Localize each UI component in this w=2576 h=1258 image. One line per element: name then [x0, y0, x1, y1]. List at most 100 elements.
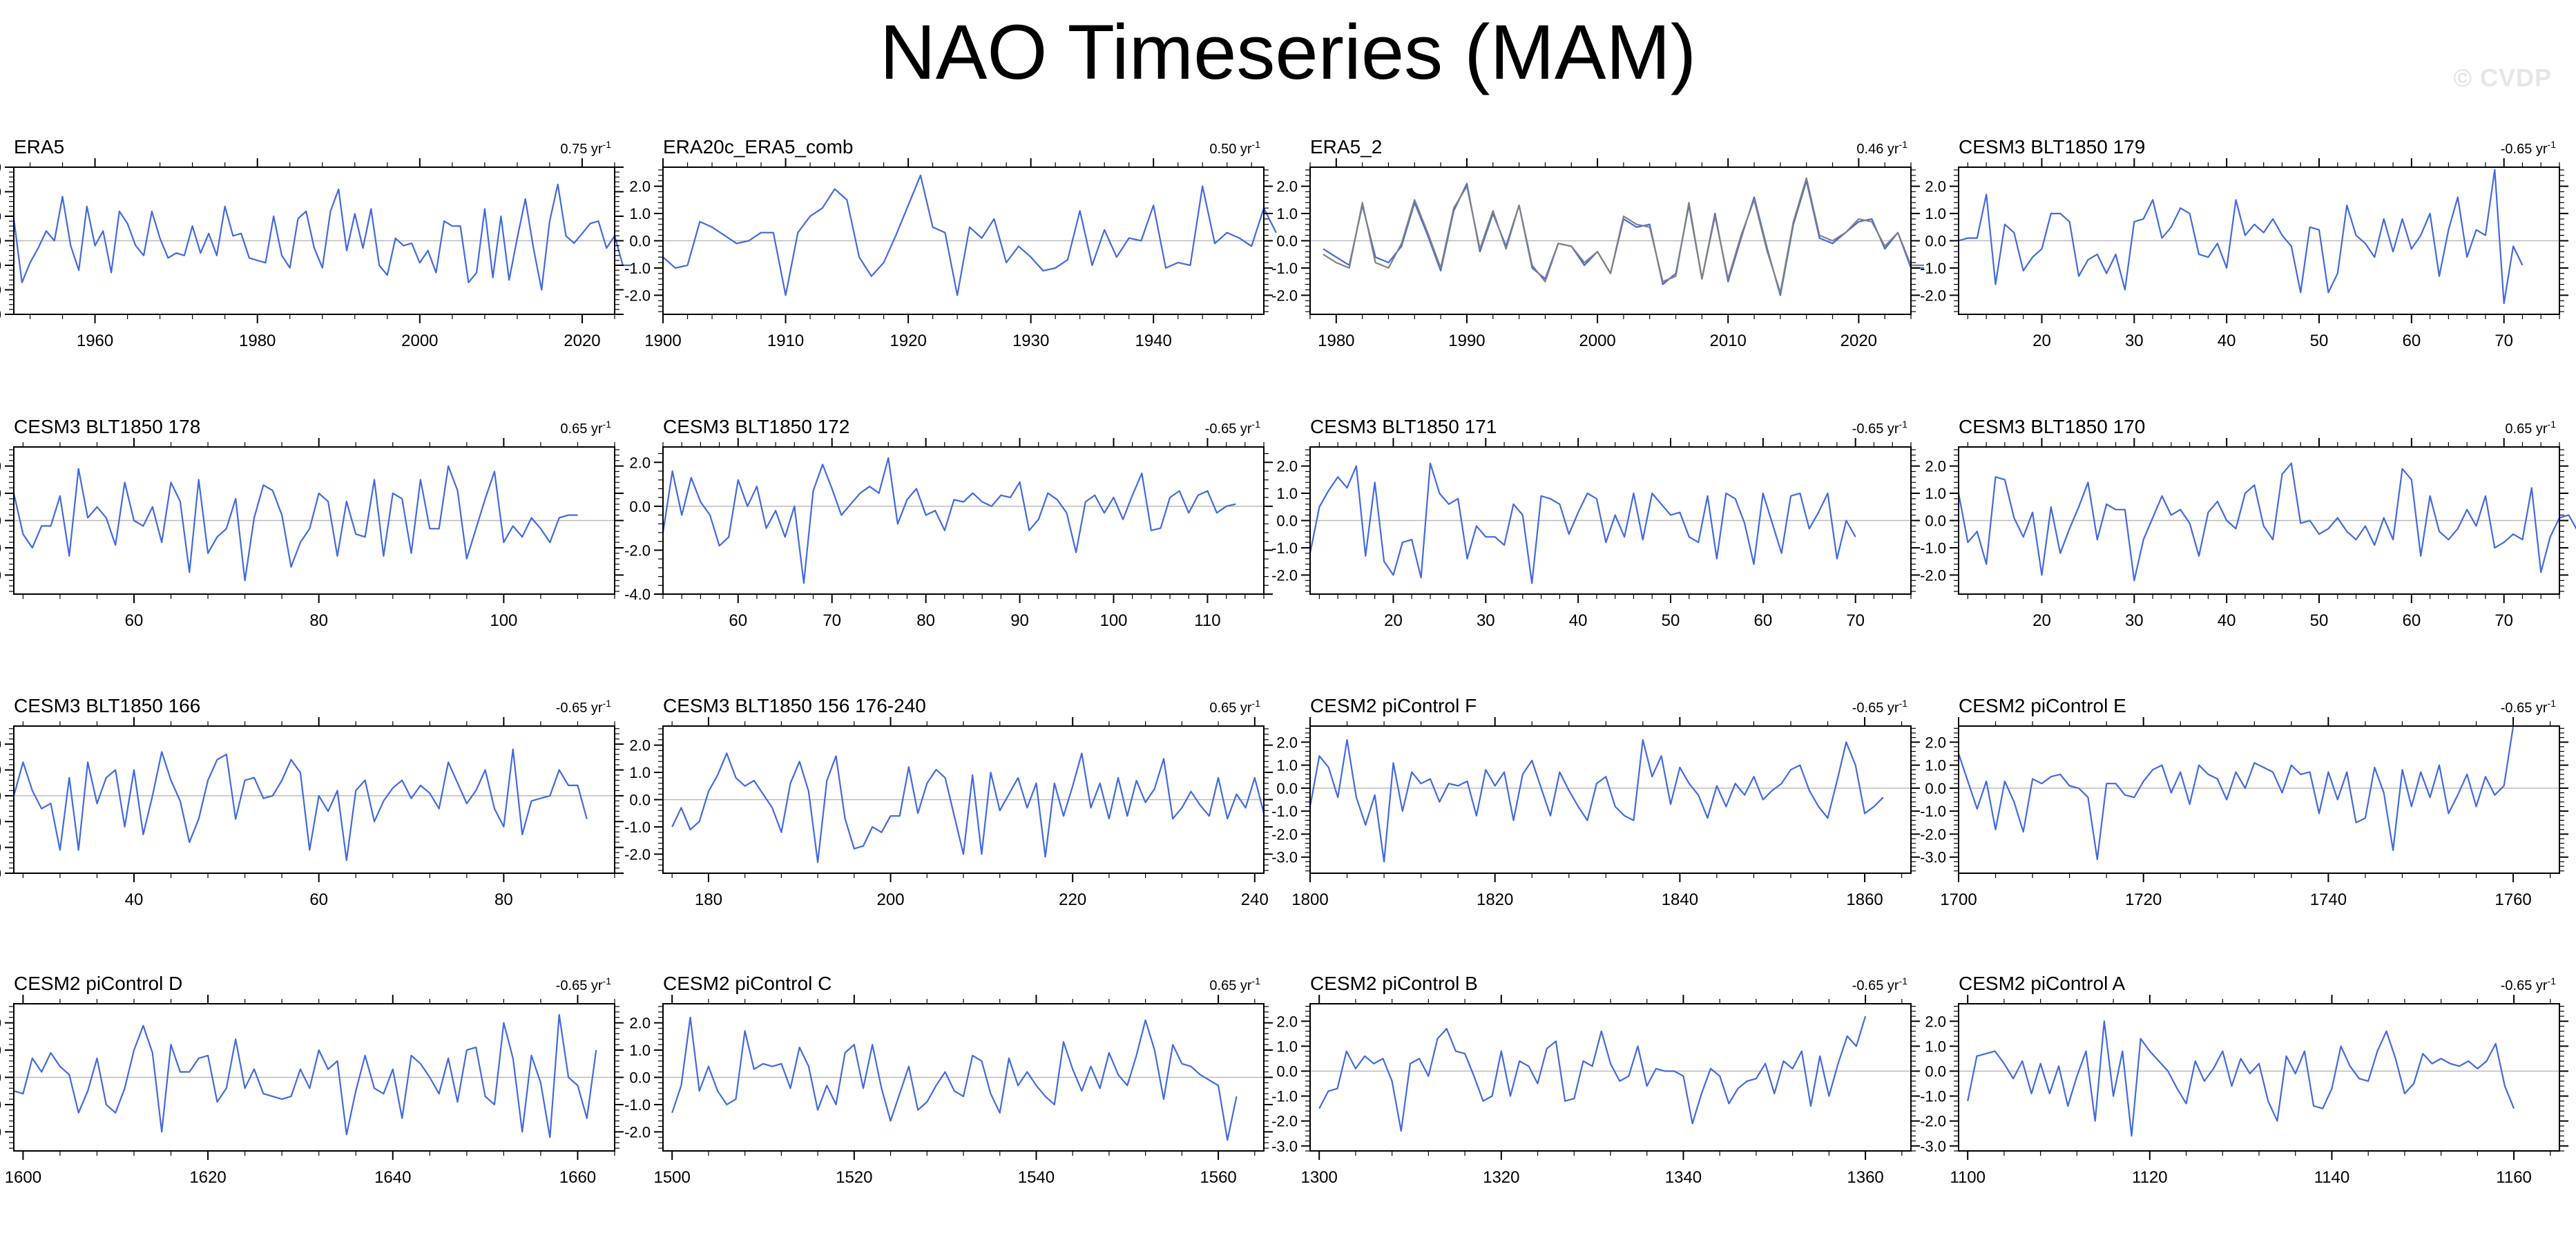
y-tick-label: -2.0 [0, 566, 1, 584]
x-tick-label: 1160 [2496, 1168, 2532, 1187]
x-tick-label: 50 [2310, 332, 2329, 350]
y-tick-label: -1.0 [1271, 260, 1298, 277]
y-tick-label: -4.0 [624, 586, 651, 603]
x-tick-label: 1700 [1940, 890, 1977, 909]
y-tick-label: 2.0 [1276, 1013, 1298, 1030]
x-tick-label: 1100 [1950, 1168, 1986, 1187]
x-tick-label: 1800 [1291, 890, 1328, 909]
panel-title: ERA20c_ERA5_comb [663, 136, 853, 158]
x-tick-label: 1540 [1018, 1168, 1055, 1187]
y-tick-label: 1.0 [629, 764, 651, 781]
y-tick-label: -1.0 [624, 1096, 651, 1114]
y-tick-label: -1.0 [0, 813, 1, 830]
x-tick-label: 1940 [1135, 332, 1172, 350]
x-tick-label: 60 [729, 611, 747, 630]
x-tick-label: 2000 [401, 332, 438, 350]
trend-label: -0.65 yr-1 [2501, 139, 2556, 157]
x-tick-label: 220 [1059, 890, 1086, 909]
panel-title: CESM2 piControl A [1959, 973, 2126, 994]
y-tick-label: 0.0 [629, 1069, 651, 1087]
y-tick-label: 1.0 [1925, 205, 1946, 222]
y-tick-label: -2.0 [624, 542, 651, 559]
series-line-1 [1309, 738, 1884, 863]
y-tick-label: 0.0 [1925, 780, 1946, 797]
y-tick-label: -2.0 [1920, 1113, 1946, 1130]
y-tick-label: 1.0 [1276, 757, 1298, 774]
y-tick-label: -1.0 [1271, 540, 1298, 557]
y-tick-label: -2.0 [0, 839, 1, 857]
y-tick-label: 2.0 [629, 737, 651, 754]
trend-label: -0.65 yr-1 [1852, 698, 1907, 716]
x-tick-label: 80 [916, 611, 935, 630]
x-tick-label: 1120 [2132, 1168, 2168, 1187]
y-tick-label: 2.0 [1925, 458, 1946, 475]
panel-title: CESM2 piControl D [14, 973, 182, 994]
y-tick-label: -2.0 [0, 1123, 1, 1141]
x-tick-label: 20 [2032, 611, 2051, 630]
x-tick-label: 1320 [1483, 1168, 1519, 1187]
x-tick-label: 240 [1241, 890, 1269, 909]
x-tick-label: 1620 [189, 1168, 226, 1187]
x-tick-label: 1920 [890, 332, 926, 350]
panel-title: ERA5_2 [1310, 136, 1382, 158]
trend-label: -0.65 yr-1 [2501, 975, 2556, 993]
y-tick-label: -3.0 [0, 865, 1, 882]
y-tick-label: 1.0 [1925, 485, 1946, 502]
x-tick-label: 1720 [2125, 890, 2162, 909]
y-tick-label: 0.0 [629, 498, 651, 515]
series-line-1 [671, 752, 1265, 864]
y-tick-label: -2.0 [1920, 287, 1946, 304]
panel-title: CESM2 piControl B [1310, 973, 1478, 994]
panel-3: ERA5_2 0.46 yr-1 1980 1990 2000 2010 2020 -2.0 -… [1271, 136, 1924, 350]
x-tick-label: 60 [2402, 611, 2421, 630]
panel-12: CESM2 piControl E -0.65 yr-1 1700 1720 1740 1… [1920, 695, 2568, 909]
x-tick-label: 1140 [2314, 1168, 2350, 1187]
y-tick-label: -2.0 [1271, 1113, 1298, 1130]
series-line-1 [12, 748, 588, 861]
y-tick-label: -2.0 [1271, 566, 1298, 584]
y-tick-label: -1.0 [624, 819, 651, 836]
x-tick-label: 60 [2402, 332, 2421, 350]
trend-label: 0.75 yr-1 [560, 139, 611, 157]
panel-title: CESM3 BLT1850 179 [1959, 136, 2145, 158]
trend-label: -0.65 yr-1 [556, 698, 611, 716]
plot-frame [1309, 725, 1912, 874]
panel-title: CESM2 piControl E [1959, 695, 2126, 716]
y-tick-label: 0.0 [0, 513, 1, 530]
y-tick-label: 0.0 [1925, 233, 1946, 250]
plot-frame [1958, 725, 2560, 874]
y-tick-label: 0.0 [1276, 233, 1298, 250]
x-tick-label: 60 [1753, 611, 1772, 630]
series-line-1 [12, 183, 631, 291]
plot-frame [1958, 1003, 2560, 1152]
y-tick-label: -1.0 [624, 260, 651, 277]
y-tick-label: 2.0 [629, 454, 651, 471]
x-tick-label: 1640 [374, 1168, 411, 1187]
x-tick-label: 20 [1384, 611, 1403, 630]
y-tick-label: 2.0 [1276, 458, 1298, 475]
panel-title: CESM2 piControl C [663, 973, 832, 994]
y-tick-label: 1.0 [0, 1042, 1, 1059]
y-tick-label: -2.0 [1271, 826, 1298, 843]
y-tick-label: 2.0 [0, 184, 1, 201]
x-tick-label: 1300 [1300, 1168, 1337, 1187]
y-tick-label: 1.0 [1276, 485, 1298, 502]
x-tick-label: 80 [494, 890, 513, 909]
x-tick-label: 70 [2495, 332, 2513, 350]
y-tick-label: -3.0 [1920, 1138, 1946, 1155]
y-tick-label: -1.0 [1271, 803, 1298, 820]
y-tick-label: 1.0 [629, 205, 651, 222]
panel-1: ERA5 0.75 yr-1 1960 1980 2000 2020 -3.0 -2.0 -1.… [0, 136, 631, 350]
y-tick-label: 1.0 [0, 208, 1, 225]
x-tick-label: 1930 [1012, 332, 1049, 350]
panel-15: CESM2 piControl B -0.65 yr-1 1300 1320 1340 1… [1271, 973, 1920, 1187]
y-tick-label: 1.0 [629, 1042, 651, 1059]
series-line-1 [13, 1013, 597, 1138]
y-tick-label: 2.0 [0, 458, 1, 475]
x-tick-label: 2020 [1840, 332, 1877, 350]
panel-title: ERA5 [14, 136, 64, 158]
x-tick-label: 40 [2218, 332, 2236, 350]
panel-title: CESM3 BLT1850 170 [1959, 416, 2145, 437]
x-tick-label: 1840 [1662, 890, 1698, 909]
